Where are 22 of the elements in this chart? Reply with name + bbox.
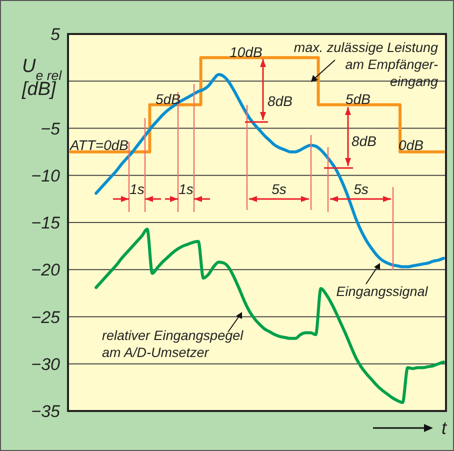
- annotation: 10dB: [230, 44, 262, 60]
- y-tick-label: −15: [31, 214, 61, 233]
- y-tick-label: −5: [40, 119, 61, 138]
- annotation: 1s: [130, 181, 144, 197]
- y-axis-title: U$_{e rel}$ [dB]: [21, 56, 63, 100]
- annotation: 1s: [178, 181, 194, 197]
- annotation: ATT=0dB: [69, 137, 128, 153]
- y-tick-label: −30: [31, 354, 61, 374]
- line-series: [94, 228, 445, 404]
- series-label: relativer Eingangspegel am A/D-Umsetzer: [102, 328, 244, 360]
- y-tick-label: −35: [31, 402, 61, 422]
- annotation: 5dB: [346, 91, 370, 107]
- y-tick-label: 5: [50, 25, 61, 44]
- annotation: 5s: [354, 181, 368, 197]
- x-axis-title: t: [441, 418, 448, 438]
- y-tick-label: −20: [31, 260, 61, 280]
- y-tick-label: −10: [31, 166, 61, 186]
- annotation: 5s: [272, 181, 286, 197]
- y-tick-label: −25: [31, 308, 61, 327]
- annotation: 8dB: [268, 93, 292, 109]
- series-label: Eingangssignal: [336, 284, 429, 299]
- annotation: 8dB: [352, 133, 376, 149]
